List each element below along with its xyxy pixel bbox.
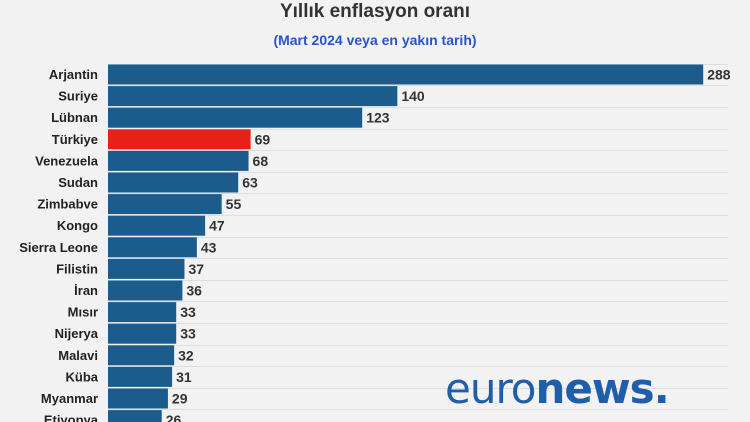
bar bbox=[108, 410, 162, 422]
category-label: Sierra Leone bbox=[19, 240, 98, 255]
bar bbox=[108, 323, 177, 344]
euronews-logo: euronews. bbox=[445, 368, 670, 410]
value-label: 36 bbox=[186, 283, 202, 299]
value-label: 33 bbox=[180, 326, 196, 342]
category-label: Suriye bbox=[58, 89, 98, 104]
bar bbox=[108, 280, 183, 301]
category-label: Myanmar bbox=[41, 391, 98, 406]
chart-subtitle: (Mart 2024 veya en yakın tarih) bbox=[273, 32, 477, 48]
value-label: 140 bbox=[401, 88, 425, 104]
value-label: 29 bbox=[172, 391, 188, 407]
category-label: Venezuela bbox=[35, 153, 99, 168]
category-label: Kongo bbox=[57, 218, 98, 233]
logo-part-dot: . bbox=[653, 364, 670, 413]
value-label: 69 bbox=[255, 131, 271, 147]
category-label: Arjantin bbox=[49, 67, 98, 82]
bar bbox=[108, 194, 222, 215]
bar bbox=[108, 258, 185, 279]
bar bbox=[108, 64, 704, 85]
value-label: 68 bbox=[253, 153, 269, 169]
category-label: Filistin bbox=[56, 261, 98, 276]
value-label: 63 bbox=[242, 175, 258, 191]
value-label: 33 bbox=[180, 304, 196, 320]
category-label: Etiyopya bbox=[44, 413, 99, 422]
category-label: Mısır bbox=[68, 305, 98, 320]
chart-title: Yıllık enflasyon oranı bbox=[279, 1, 471, 22]
category-label: Lübnan bbox=[51, 110, 98, 125]
bar bbox=[108, 150, 249, 171]
value-label: 37 bbox=[188, 261, 204, 277]
bar bbox=[108, 129, 251, 150]
value-label: 26 bbox=[166, 412, 182, 422]
value-label: 288 bbox=[707, 67, 731, 83]
category-label: Türkiye bbox=[52, 132, 98, 147]
bar bbox=[108, 215, 206, 236]
value-label: 47 bbox=[209, 218, 225, 234]
logo-part-euro: euro bbox=[445, 364, 536, 413]
value-label: 32 bbox=[178, 347, 194, 363]
bar bbox=[108, 86, 398, 107]
bar bbox=[108, 345, 175, 366]
value-label: 123 bbox=[366, 110, 390, 126]
logo-part-news: news bbox=[535, 364, 655, 413]
category-label: Zimbabve bbox=[37, 197, 98, 212]
bar bbox=[108, 302, 177, 323]
bar bbox=[108, 107, 363, 128]
category-label: Sudan bbox=[58, 175, 98, 190]
value-label: 55 bbox=[226, 196, 242, 212]
category-label: İran bbox=[74, 283, 98, 298]
bar bbox=[108, 172, 239, 193]
value-label: 43 bbox=[201, 239, 217, 255]
value-label: 31 bbox=[176, 369, 192, 385]
bar bbox=[108, 366, 173, 387]
category-label: Küba bbox=[66, 369, 99, 384]
category-label: Nijerya bbox=[55, 326, 99, 341]
bar bbox=[108, 237, 197, 258]
category-label: Malavi bbox=[58, 348, 98, 363]
bar bbox=[108, 388, 168, 409]
